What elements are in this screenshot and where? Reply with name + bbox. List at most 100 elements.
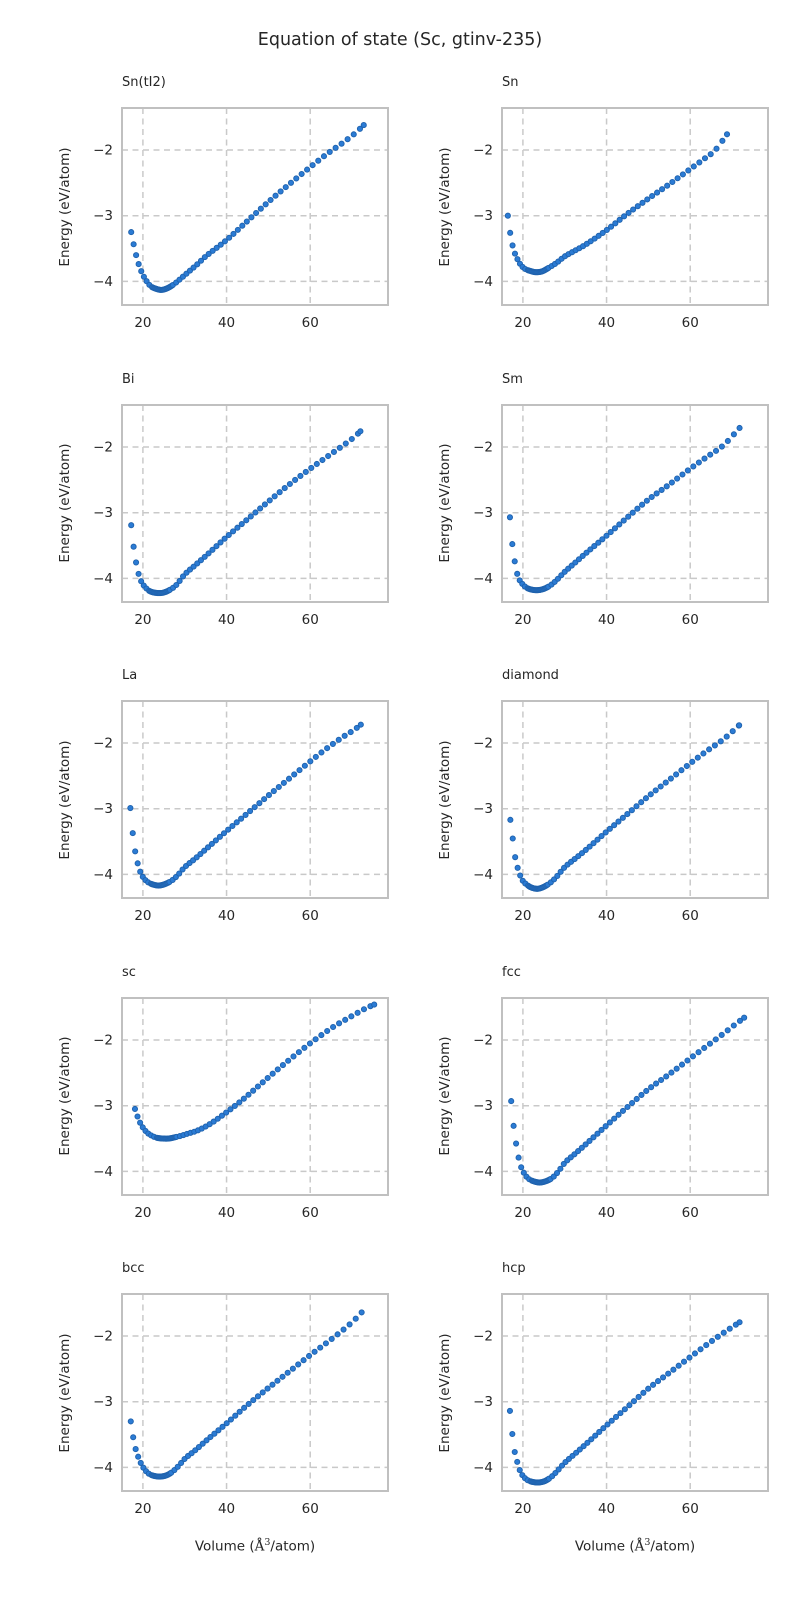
data-point	[322, 1340, 329, 1347]
data-point	[216, 833, 223, 840]
data-point	[130, 241, 137, 248]
data-point	[240, 1095, 247, 1102]
data-point	[607, 223, 615, 230]
data-point	[300, 1357, 307, 1364]
data-point	[221, 535, 228, 542]
y-tick-label: −4	[93, 274, 113, 290]
data-point	[332, 144, 339, 151]
data-point	[611, 1115, 618, 1122]
data-point	[267, 196, 274, 204]
data-point	[615, 1111, 622, 1118]
data-point	[736, 1319, 743, 1326]
data-point	[670, 1366, 677, 1373]
data-point	[193, 854, 200, 861]
x-tick-label: 20	[134, 1205, 151, 1221]
data-point	[633, 1095, 640, 1102]
data-point	[557, 1165, 564, 1172]
data-point	[350, 131, 357, 138]
data-point	[243, 218, 250, 225]
data-point	[301, 1044, 308, 1051]
data-point	[706, 746, 713, 753]
data-point	[336, 444, 343, 451]
data-point	[700, 750, 707, 757]
subplot-title: Sm	[502, 371, 523, 387]
data-point	[717, 738, 724, 745]
data-point	[511, 250, 519, 257]
subplot-title: Bi	[122, 371, 135, 387]
data-point	[603, 226, 610, 233]
data-point	[658, 1076, 665, 1083]
data-point	[608, 1417, 615, 1424]
data-point	[719, 137, 726, 144]
data-point	[226, 234, 233, 241]
x-tick-label: 20	[134, 1501, 151, 1517]
data-point	[575, 555, 583, 562]
data-point	[607, 528, 614, 535]
data-point	[586, 843, 593, 850]
data-point	[242, 811, 249, 818]
x-tick-label: 20	[514, 908, 531, 924]
data-point	[638, 1091, 645, 1098]
data-point	[214, 1115, 221, 1122]
data-point	[245, 1091, 252, 1098]
data-point	[654, 189, 661, 196]
data-point	[696, 159, 703, 166]
x-tick-label: 20	[514, 612, 531, 628]
data-point	[673, 1065, 680, 1072]
data-point	[220, 830, 228, 837]
y-tick-label: −2	[473, 1329, 493, 1345]
data-point	[203, 1437, 210, 1444]
data-point	[360, 1005, 368, 1012]
data-point	[250, 1397, 257, 1404]
data-point	[685, 167, 692, 174]
data-point	[690, 163, 697, 170]
x-tick-label: 20	[134, 612, 151, 628]
data-point	[708, 1337, 716, 1344]
data-point	[344, 136, 351, 143]
data-point	[690, 462, 697, 470]
data-point	[227, 1416, 234, 1423]
data-point	[621, 213, 628, 220]
data-point	[252, 508, 259, 516]
data-point	[680, 1358, 688, 1365]
data-point	[600, 1425, 607, 1432]
data-point	[583, 549, 590, 556]
data-point	[509, 540, 516, 547]
data-point	[576, 1446, 583, 1453]
x-tick-label: 60	[302, 908, 319, 924]
plot-canvas: 20 40 60 −2 −3 −4	[473, 107, 769, 331]
data-point	[239, 222, 246, 229]
x-tick-label: 20	[134, 315, 151, 331]
data-point	[197, 257, 205, 264]
data-point	[701, 155, 709, 162]
data-point	[277, 188, 284, 195]
plot-canvas: 20 40 60 −2 −3 −4	[473, 1293, 769, 1517]
data-point	[625, 513, 632, 520]
data-point	[131, 1105, 139, 1112]
data-point	[515, 1154, 522, 1161]
data-point	[596, 1428, 603, 1436]
x-tick-label: 60	[682, 1205, 699, 1221]
data-point	[509, 1430, 516, 1438]
x-tick-label: 40	[218, 1501, 235, 1517]
data-point	[645, 1385, 652, 1392]
data-point	[695, 458, 702, 466]
data-point	[238, 815, 245, 822]
x-tick-label: 40	[218, 908, 235, 924]
data-point	[210, 1118, 217, 1125]
y-tick-label: −2	[473, 1032, 493, 1048]
y-tick-label: −4	[473, 274, 493, 290]
y-tick-label: −2	[93, 1329, 113, 1345]
data-point	[254, 1082, 261, 1090]
plot-area: 20 40 60 −2 −3 −4	[93, 107, 389, 331]
data-point	[516, 1467, 523, 1474]
data-point	[282, 184, 289, 191]
data-point	[279, 1373, 286, 1380]
data-point	[736, 722, 743, 729]
y-tick-label: −2	[93, 143, 113, 159]
plot-canvas: 20 40 60 −2 −3 −4	[473, 996, 769, 1221]
figure-title: Equation of state (Sc, gtinv-235)	[257, 30, 543, 50]
x-tick-label: 40	[598, 612, 615, 628]
y-tick-label: −4	[473, 867, 493, 883]
data-point	[230, 527, 237, 534]
